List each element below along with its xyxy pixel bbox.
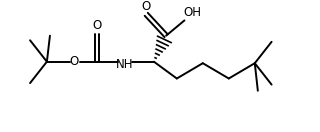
Text: NH: NH: [116, 58, 133, 71]
Text: OH: OH: [184, 6, 202, 19]
Text: O: O: [70, 55, 79, 68]
Text: O: O: [93, 19, 102, 32]
Text: O: O: [141, 0, 150, 13]
